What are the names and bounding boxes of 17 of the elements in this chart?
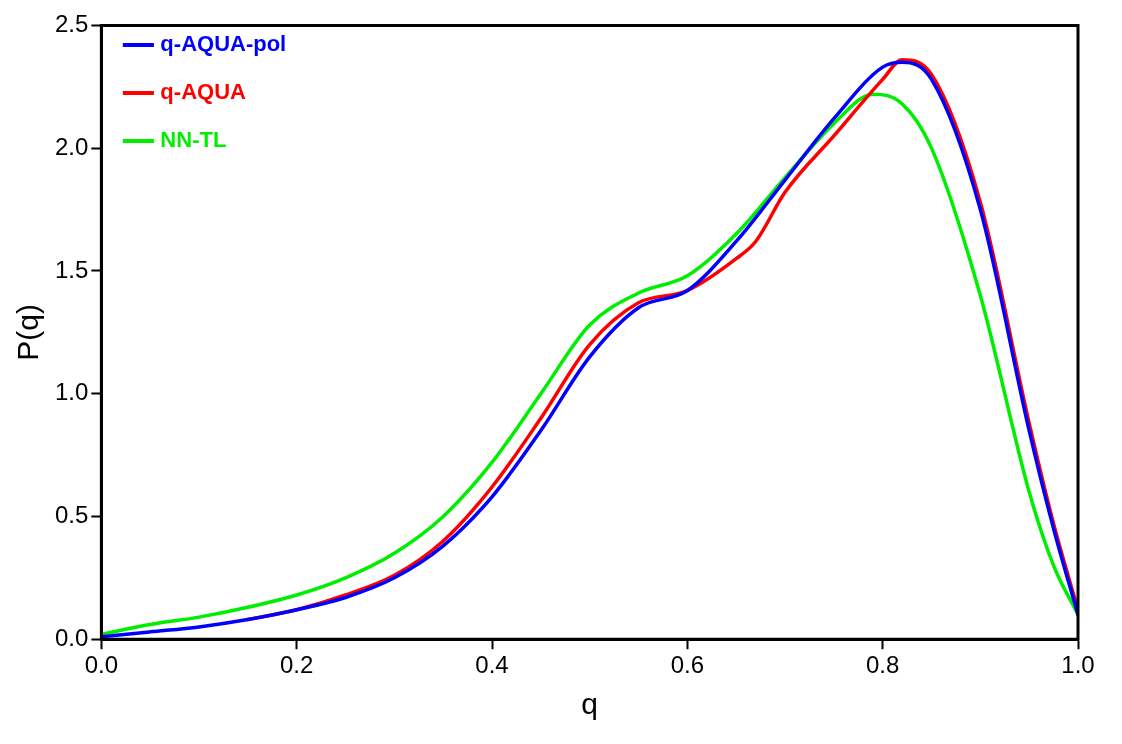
y-tick-label: 0.0 xyxy=(54,623,89,651)
y-tick-label: 2.0 xyxy=(54,132,89,160)
x-tick-label: 1.0 xyxy=(1061,651,1095,679)
x-tick-label: 0.8 xyxy=(865,651,900,679)
x-tick-label: 0.4 xyxy=(475,651,509,679)
legend-label: NN-TL xyxy=(160,127,227,153)
x-axis-title: q xyxy=(581,687,599,721)
y-tick-label: 1.5 xyxy=(54,255,89,283)
y-tick-label: 1.0 xyxy=(54,378,89,406)
x-tick-label: 0.0 xyxy=(84,651,119,679)
y-axis-title: P(q) xyxy=(11,303,45,361)
y-tick-label: 2.5 xyxy=(54,10,89,38)
x-tick-label: 0.2 xyxy=(280,651,314,679)
y-tick-label: 0.5 xyxy=(54,501,89,529)
x-tick-label: 0.6 xyxy=(670,651,705,679)
legend-label: q-AQUA xyxy=(160,79,247,105)
legend-label: q-AQUA-pol xyxy=(160,31,287,57)
